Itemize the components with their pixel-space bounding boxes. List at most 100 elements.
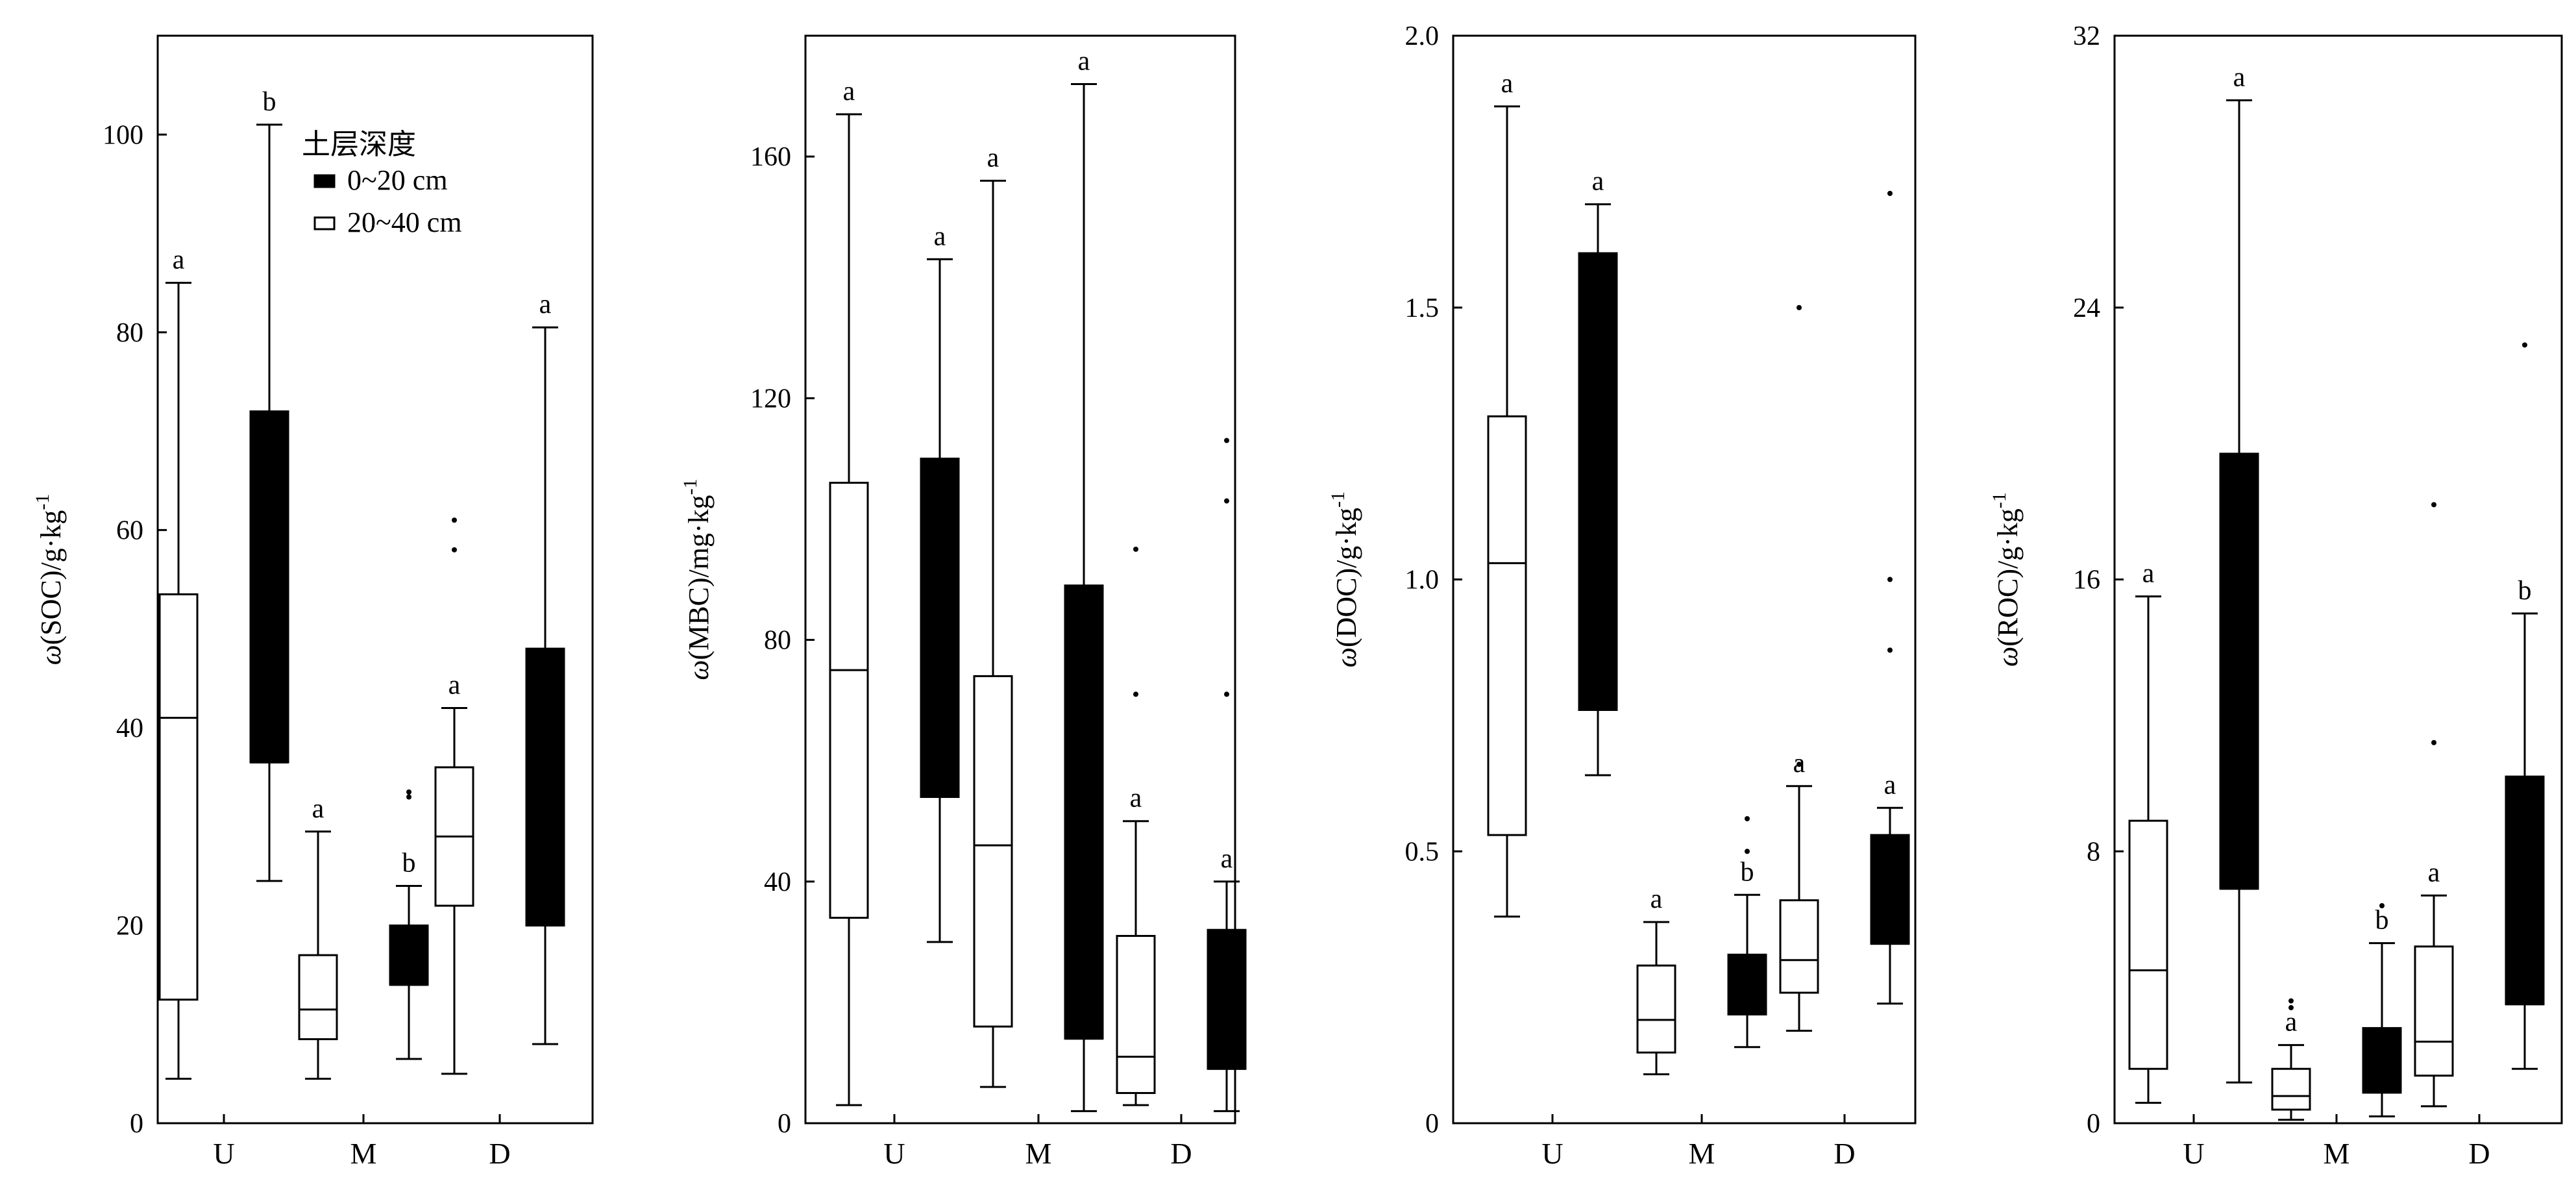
box-body [1116, 935, 1156, 1094]
box-U-20-40cm: a [2128, 559, 2168, 1104]
outlier-point [1745, 849, 1750, 854]
significance-letter: a [1592, 167, 1604, 197]
box-D-20-40cm: a [434, 517, 474, 1075]
significance-letter: a [312, 794, 325, 824]
outlier-point [2522, 342, 2527, 348]
chart-panel-mbc: 0 40 80 120 160 U M Dω(MBC)/mg·kg-1 a a a a a a [680, 34, 1247, 1170]
box-M-20-40cm: a [1636, 884, 1676, 1076]
box-M-20-40cm: a [298, 794, 338, 1080]
significance-letter: a [2233, 62, 2246, 92]
box-body [298, 954, 338, 1041]
plot-frame [2113, 34, 2563, 1125]
box-D-20-40cm: a [1116, 546, 1156, 1106]
y-tick-label: 40 [764, 867, 791, 897]
box-M-0-20cm: b [2362, 903, 2402, 1118]
outlier-point [1133, 546, 1138, 552]
significance-letter: a [1078, 46, 1090, 76]
x-tick-label: U [883, 1137, 905, 1170]
y-axis-label: ω(SOC)/g·kg-1 [32, 494, 67, 665]
y-tick-label: 0.5 [1405, 837, 1440, 867]
box-D-20-40cm: a [1779, 305, 1819, 1032]
outlier-point [2431, 502, 2436, 508]
box-U-0-20cm: a [1578, 167, 1618, 777]
outlier-point [1797, 305, 1802, 310]
box-body [2505, 775, 2545, 1006]
box-D-0-20cm: b [2505, 342, 2545, 1070]
y-axis-label: ω(MBC)/mg·kg-1 [680, 479, 715, 680]
y-tick-label: 2.0 [1405, 21, 1440, 51]
outlier-point [452, 547, 457, 553]
legend-swatch-black [313, 174, 336, 188]
plot-frame [156, 34, 594, 1125]
significance-letter: a [2142, 559, 2155, 589]
box-body [1727, 953, 1767, 1015]
box-U-0-20cm: a [2219, 62, 2259, 1084]
box-body [389, 924, 429, 986]
box-body [2362, 1026, 2402, 1094]
significance-letter: a [2285, 1008, 2298, 1038]
significance-letter: a [843, 77, 855, 106]
y-tick-label: 160 [750, 142, 791, 172]
box-M-20-40cm: a [973, 143, 1013, 1088]
significance-letter: a [1221, 844, 1233, 874]
y-tick-label: 120 [750, 384, 791, 414]
box-body [1207, 928, 1247, 1070]
box-body [1636, 964, 1676, 1054]
chart-panel-roc: 0 8 16 24 32 U M Dω(ROC)/g·kg-1 a a a b a b [1989, 21, 2563, 1170]
y-tick-label: 8 [2087, 837, 2100, 867]
box-body [1779, 899, 1819, 994]
x-tick-label: U [213, 1137, 234, 1170]
outlier-point [2379, 903, 2385, 908]
y-tick-label: 60 [116, 516, 143, 545]
significance-letter: a [448, 670, 461, 700]
significance-letter: b [2375, 906, 2389, 936]
outlier-point [2431, 740, 2436, 745]
box-M-20-40cm: a [2271, 998, 2311, 1121]
outlier-point [2288, 998, 2294, 1004]
chart-panel-doc: 0 0.5 1.0 1.5 2.0 U M Dω(DOC)/g·kg-1 a a a b a a [1327, 21, 1917, 1170]
box-D-0-20cm: a [525, 290, 565, 1045]
chart-panel-soc: 0 20 40 60 80 100 U M Dω(SOC)/g·kg-1 a b a b a a 土层深度0~… [32, 34, 594, 1170]
y-tick-label: 0 [2087, 1109, 2100, 1139]
box-U-20-40cm: a [829, 77, 869, 1106]
x-tick-label: M [350, 1137, 377, 1170]
significance-letter: a [1130, 784, 1142, 814]
box-U-20-40cm: a [1487, 69, 1527, 918]
box-body [2271, 1067, 2311, 1111]
y-axis-label: ω(DOC)/g·kg-1 [1327, 491, 1362, 667]
outlier-point [1797, 762, 1802, 767]
plot-frame [804, 34, 1236, 1125]
significance-letter: a [539, 290, 552, 319]
box-M-0-20cm: b [1727, 816, 1767, 1049]
outlier-point [1224, 691, 1229, 697]
significance-letter: b [2518, 576, 2532, 606]
outlier-point [406, 794, 411, 800]
y-tick-label: 0 [778, 1109, 791, 1139]
outlier-point [1224, 438, 1229, 443]
box-body [1870, 834, 1910, 945]
box-D-0-20cm: a [1870, 190, 1910, 1005]
significance-letter: a [987, 143, 1000, 173]
x-tick-label: M [1689, 1137, 1715, 1170]
y-tick-label: 0 [1425, 1109, 1439, 1139]
y-tick-label: 0 [130, 1109, 143, 1139]
y-tick-label: 16 [2073, 566, 2100, 595]
box-body [158, 593, 199, 1001]
significance-letter: a [934, 221, 946, 251]
legend-swatch-white [313, 216, 336, 230]
significance-letter: b [1741, 857, 1754, 887]
y-tick-label: 20 [116, 911, 143, 941]
box-body [2128, 819, 2168, 1070]
x-tick-label: U [2183, 1137, 2204, 1170]
outlier-point [1887, 577, 1893, 582]
significance-letter: a [2428, 858, 2440, 888]
outlier-point [2288, 1005, 2294, 1011]
significance-letter: b [263, 87, 276, 117]
outlier-point [1887, 190, 1893, 196]
outlier-point [1224, 498, 1229, 504]
box-M-0-20cm: b [389, 789, 429, 1060]
outlier-point [452, 517, 457, 523]
y-axis-label: ω(ROC)/g·kg-1 [1989, 492, 2024, 667]
legend-title: 土层深度 [302, 128, 416, 161]
